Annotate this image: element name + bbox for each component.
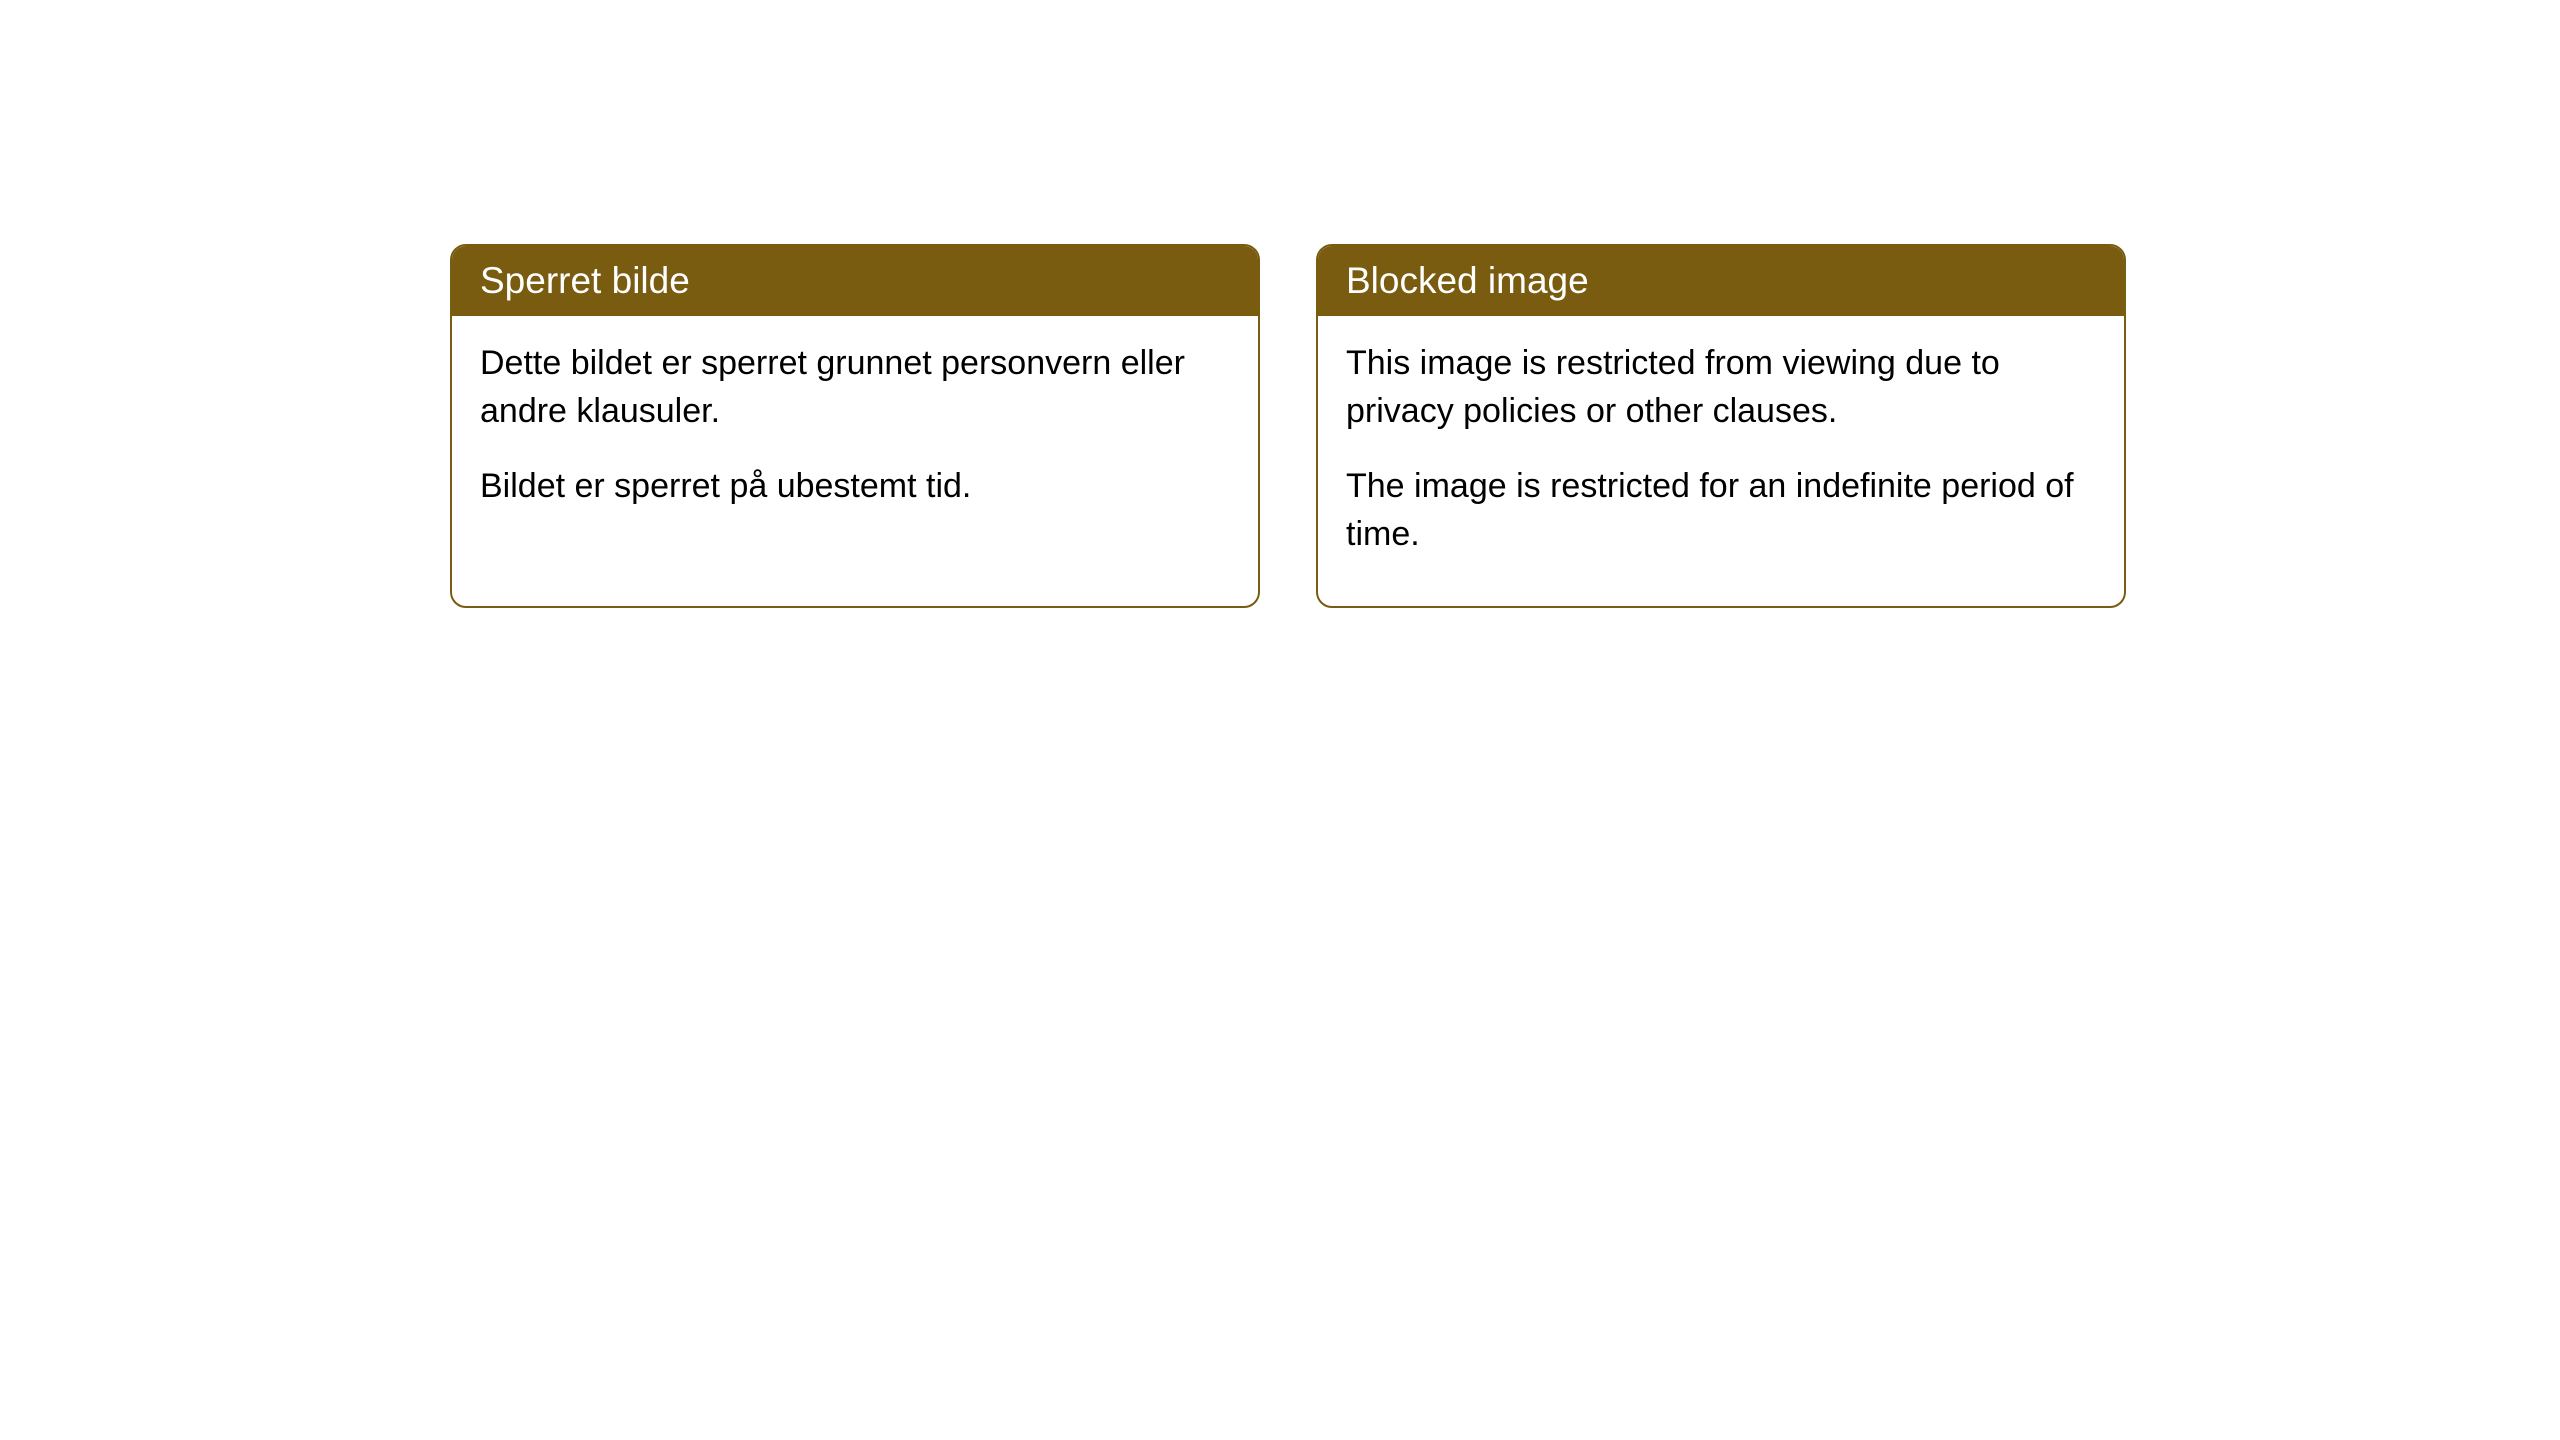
card-english: Blocked image This image is restricted f… — [1316, 244, 2126, 608]
card-paragraph: The image is restricted for an indefinit… — [1346, 463, 2096, 558]
card-header-norwegian: Sperret bilde — [452, 246, 1258, 316]
card-title: Sperret bilde — [480, 260, 690, 301]
card-title: Blocked image — [1346, 260, 1589, 301]
card-norwegian: Sperret bilde Dette bildet er sperret gr… — [450, 244, 1260, 608]
cards-container: Sperret bilde Dette bildet er sperret gr… — [450, 244, 2126, 608]
card-header-english: Blocked image — [1318, 246, 2124, 316]
card-paragraph: Bildet er sperret på ubestemt tid. — [480, 463, 1230, 511]
card-paragraph: Dette bildet er sperret grunnet personve… — [480, 340, 1230, 435]
card-body-norwegian: Dette bildet er sperret grunnet personve… — [452, 316, 1258, 559]
card-body-english: This image is restricted from viewing du… — [1318, 316, 2124, 606]
card-paragraph: This image is restricted from viewing du… — [1346, 340, 2096, 435]
